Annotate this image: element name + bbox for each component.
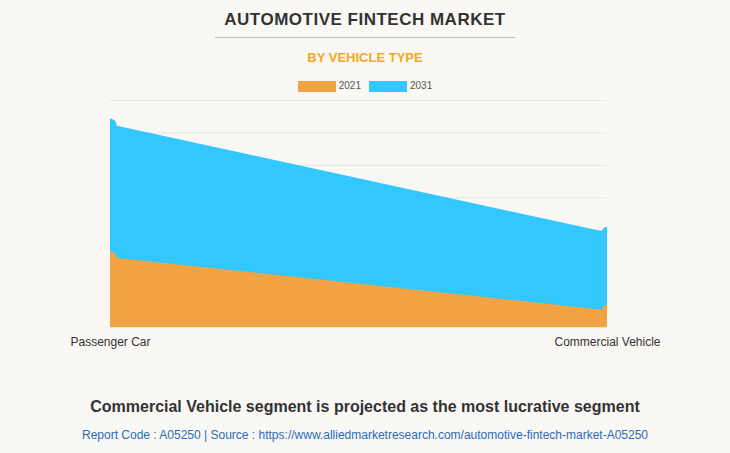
- html-text:2031: 2031: [410, 80, 433, 91]
- svg-text:Commercial Vehicle: Commercial Vehicle: [554, 335, 660, 349]
- html-text:Report Code : A05250 | Source: Report Code : A05250 | Source : https://…: [82, 428, 648, 442]
- html-text:Commercial Vehicle segment is: Commercial Vehicle segment is projected …: [90, 398, 640, 415]
- html-text:BY VEHICLE TYPE: BY VEHICLE TYPE: [307, 50, 423, 65]
- html-text:AUTOMOTIVE FINTECH MARKET: AUTOMOTIVE FINTECH MARKET: [224, 10, 506, 29]
- svg-text:Passenger Car: Passenger Car: [70, 335, 150, 349]
- html-text:2021: 2021: [338, 80, 361, 91]
